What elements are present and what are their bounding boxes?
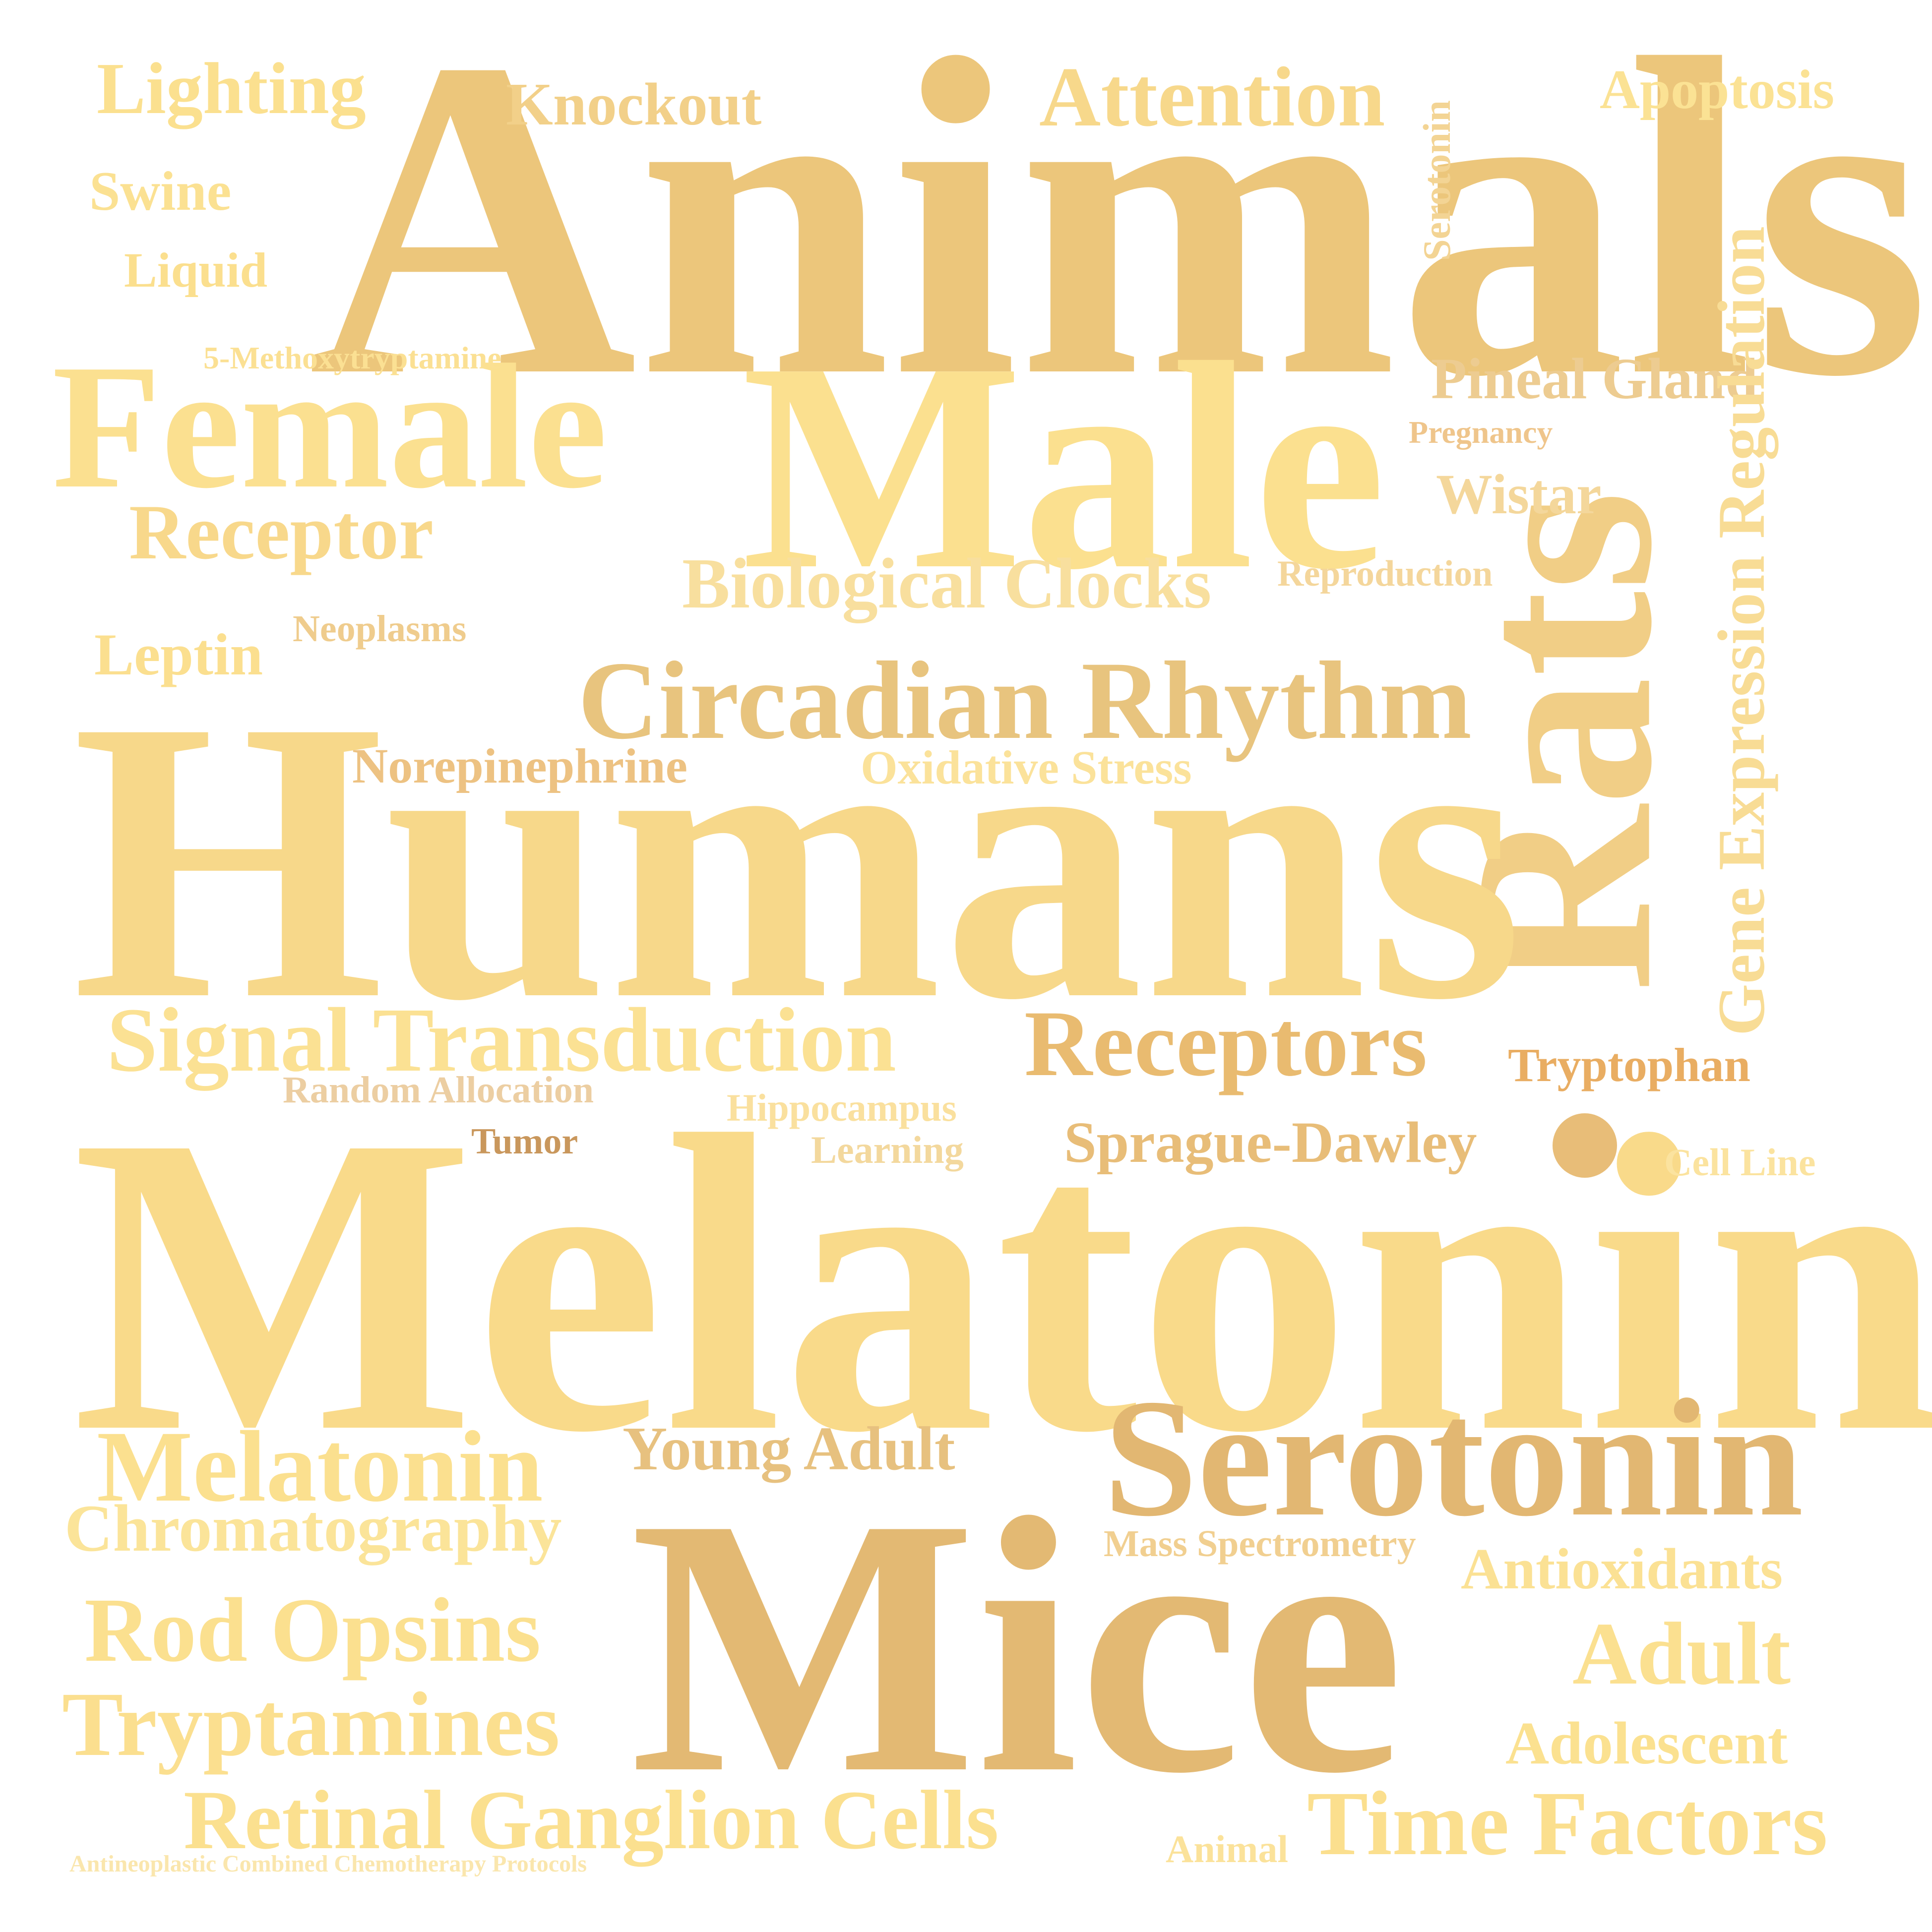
word-lighting: Lighting [97,48,366,129]
word-female: Female [52,327,608,525]
word-mice: Mice [630,1443,1404,1849]
word-cell-line: Cell Line [1664,1141,1816,1184]
word-learning: Learning [811,1128,964,1171]
word-humans: Humans [72,638,1523,1083]
sprague-dawley-dot [1553,1113,1617,1178]
word-signal-transduction: Signal Transduction [107,989,896,1091]
word-antineoplastic: Antineoplastic Combined Chemotherapy Pro… [69,1851,587,1877]
word-retinal-ganglion-cells: Retinal Ganglion Cells [184,1773,999,1867]
word-wistar: Wistar [1436,463,1602,526]
word-attention: Attention [1039,50,1385,144]
word-antioxidants: Antioxidants [1461,1536,1783,1601]
word-serotonin-large: Serotonin [1104,1364,1804,1551]
word-melatonin-small: Melatonin [97,1410,543,1523]
word-animal: Animal [1166,1827,1289,1871]
word-receptor: Receptor [129,489,434,576]
word-random-allocation: Random Allocation [283,1069,594,1111]
word-tumor: Tumor [471,1121,578,1162]
word-biological-clocks: Biological Clocks [682,544,1212,623]
word-oxidative-stress: Oxidative Stress [861,741,1192,794]
word-tryptamines: Tryptamines [62,1674,560,1775]
word-neoplasms: Neoplasms [293,608,467,650]
word-animals: Animals [308,0,1931,471]
word-5-methoxytryptamine: 5-Methoxytryptamine [203,340,501,375]
word-norepinephrine: Norepinephrine [352,738,687,793]
word-swine: Swine [89,161,232,222]
word-time-factors: Time Factors [1307,1773,1828,1874]
word-sprague-dawley: Sprague-Dawley [1064,1110,1477,1175]
word-pregnancy: Pregnancy [1409,415,1553,450]
word-reproduction: Reproduction [1277,553,1493,594]
word-mass-spectrometry: Mass Spectrometry [1104,1523,1416,1565]
word-adult: Adult [1572,1604,1791,1703]
word-tryptophan: Tryptophan [1508,1038,1751,1091]
word-chromatography: Chromatography [64,1492,562,1566]
word-leptin: Leptin [94,621,263,687]
word-pineal-gland: Pineal Gland [1431,346,1758,411]
word-adolescent: Adolescent [1505,1710,1788,1777]
word-receptors: Receptors [1024,992,1428,1096]
word-gene-expression-regulation: Gene Expression Regulation [1704,226,1779,1036]
word-apoptosis: Apoptosis [1600,59,1835,121]
word-circadian-rhythm: Circadian Rhythm [578,638,1472,762]
word-male: Male [742,301,1386,631]
word-liquid: Liquid [124,242,268,298]
word-young-adult: Young Adult [623,1415,955,1483]
word-knockout: Knockout [506,71,762,138]
word-rod-opsins: Rod Opsins [84,1579,541,1681]
word-serotonin-vertical: Serotonin [1415,100,1458,261]
word-melatonin-large: Melatonin [72,1048,1932,1520]
word-hippocampus: Hippocampus [727,1086,957,1129]
